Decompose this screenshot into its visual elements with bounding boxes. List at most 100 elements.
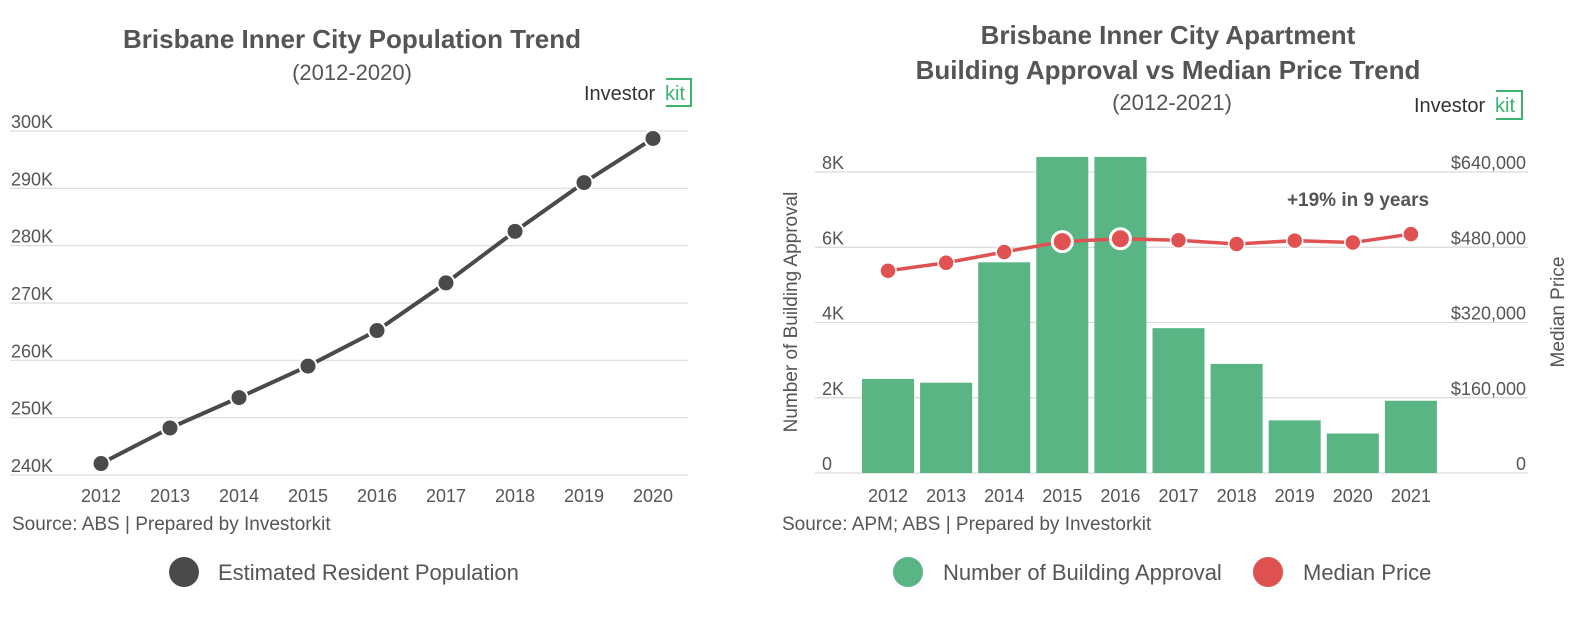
approval-bar [1152, 328, 1205, 473]
logo-bracket-icon [666, 78, 692, 107]
population-line [100, 136, 655, 466]
x-tick-label: 2019 [1275, 486, 1315, 506]
right-axis-title: Median Price [1548, 257, 1569, 368]
x-tick-label: 2016 [357, 486, 397, 506]
population-point [574, 173, 594, 193]
x-tick-label: 2019 [564, 486, 604, 506]
median-price-point [1169, 231, 1188, 249]
x-tick-label: 2018 [1217, 486, 1257, 506]
logo-bracket-icon [1496, 90, 1523, 120]
approval-chart-subtitle: (2012-2021) [1112, 90, 1232, 115]
left-y-tick-label: 0 [822, 454, 832, 474]
left-y-tick-label: 2K [822, 379, 844, 399]
logo-text: Investor [584, 83, 655, 105]
y-tick-label: 260K [11, 341, 53, 361]
population-point [505, 221, 525, 241]
y-tick-label: 250K [11, 399, 53, 419]
population-chart: Brisbane Inner City Population Trend (20… [10, 24, 692, 587]
population-source: Source: ABS | Prepared by Investorkit [12, 514, 331, 535]
approval-source: Source: APM; ABS | Prepared by Investork… [782, 514, 1152, 535]
approval-bar [1210, 363, 1263, 473]
median-price-point [1402, 225, 1420, 243]
y-tick-label: 280K [11, 227, 53, 247]
median-price-point [1285, 231, 1304, 250]
approval-left-y-ticks: 0 2K 4K 6K 8K [822, 153, 844, 474]
y-tick-label: 240K [11, 456, 53, 476]
right-y-tick-label: $480,000 [1451, 228, 1526, 248]
approval-bar [862, 378, 914, 473]
population-chart-subtitle: (2012-2020) [292, 60, 412, 85]
x-tick-label: 2015 [1042, 486, 1082, 506]
approval-bars [862, 156, 1437, 473]
population-series [91, 128, 663, 474]
approval-chart-title-line1: Brisbane Inner City Apartment [981, 20, 1356, 50]
price-legend-swatch [1253, 557, 1283, 587]
median-price-point [1344, 233, 1362, 252]
population-point [643, 128, 663, 148]
population-legend-label: Estimated Resident Population [218, 560, 519, 585]
logo-accent-text: kit [1495, 95, 1515, 117]
x-tick-label: 2020 [1333, 486, 1373, 506]
population-x-ticks: 2012 2013 2014 2015 2016 2017 2018 2019 2020 [81, 486, 673, 506]
median-price-point [995, 243, 1013, 261]
approval-bar [1384, 400, 1437, 473]
population-legend-swatch [169, 557, 199, 587]
right-y-tick-label: $640,000 [1451, 153, 1526, 173]
approval-bar [1326, 433, 1379, 473]
median-price-series [879, 225, 1420, 280]
approval-bar [978, 262, 1031, 473]
left-y-tick-label: 8K [822, 153, 844, 173]
x-tick-label: 2014 [984, 486, 1024, 506]
investorkit-logo-right: Investor kit [1414, 90, 1523, 120]
x-tick-label: 2013 [150, 486, 190, 506]
logo-accent-text: kit [665, 83, 685, 105]
approval-legend-swatch [893, 557, 923, 587]
population-legend: Estimated Resident Population [169, 557, 519, 587]
x-tick-label: 2014 [219, 486, 259, 506]
median-price-point-highlighted [1108, 227, 1132, 251]
median-price-line [887, 232, 1412, 273]
population-point [160, 418, 180, 438]
y-tick-label: 300K [11, 112, 53, 132]
approval-bar [1268, 420, 1321, 473]
x-tick-label: 2020 [633, 486, 673, 506]
median-price-point [1227, 235, 1246, 253]
population-gridlines [10, 130, 688, 476]
population-chart-title: Brisbane Inner City Population Trend [123, 24, 581, 54]
approval-right-y-ticks: 0 $160,000 $320,000 $480,000 $640,000 [1451, 153, 1526, 474]
population-point [436, 273, 456, 293]
x-tick-label: 2015 [288, 486, 328, 506]
population-point [91, 454, 111, 474]
x-tick-label: 2012 [868, 486, 908, 506]
approval-x-ticks: 2012 2013 2014 2015 2016 2017 2018 2019 2020 2021 [868, 486, 1431, 506]
x-tick-label: 2017 [426, 486, 466, 506]
x-tick-label: 2021 [1391, 486, 1431, 506]
right-y-tick-label: $160,000 [1451, 379, 1526, 399]
population-point [298, 356, 318, 376]
approval-chart-title-line2: Building Approval vs Median Price Trend [916, 55, 1421, 85]
left-y-tick-label: 4K [822, 304, 844, 324]
investorkit-logo-left: Investor kit [584, 78, 692, 107]
approval-bar [1036, 156, 1089, 473]
logo-text: Investor [1414, 95, 1485, 117]
population-point [229, 388, 249, 408]
population-point [367, 321, 387, 341]
approval-bar [920, 382, 973, 473]
median-price-point [937, 254, 955, 272]
y-tick-label: 290K [11, 169, 53, 189]
approval-bar [1094, 156, 1147, 473]
left-y-tick-label: 6K [822, 228, 844, 248]
x-tick-label: 2017 [1158, 486, 1198, 506]
approval-legend-label: Number of Building Approval [943, 560, 1222, 585]
median-price-point [879, 262, 897, 280]
approval-price-chart: Brisbane Inner City Apartment Building A… [781, 20, 1569, 587]
growth-annotation: +19% in 9 years [1287, 190, 1429, 211]
approval-legend: Number of Building Approval Median Price [893, 557, 1431, 587]
left-axis-title: Number of Building Approval [781, 192, 802, 433]
right-y-tick-label: 0 [1516, 454, 1526, 474]
right-y-tick-label: $320,000 [1451, 304, 1526, 324]
x-tick-label: 2016 [1100, 486, 1140, 506]
price-legend-label: Median Price [1303, 560, 1431, 585]
population-y-ticks: 240K 250K 260K 270K 280K 290K 300K [11, 112, 53, 476]
median-price-point-highlighted [1050, 230, 1074, 254]
